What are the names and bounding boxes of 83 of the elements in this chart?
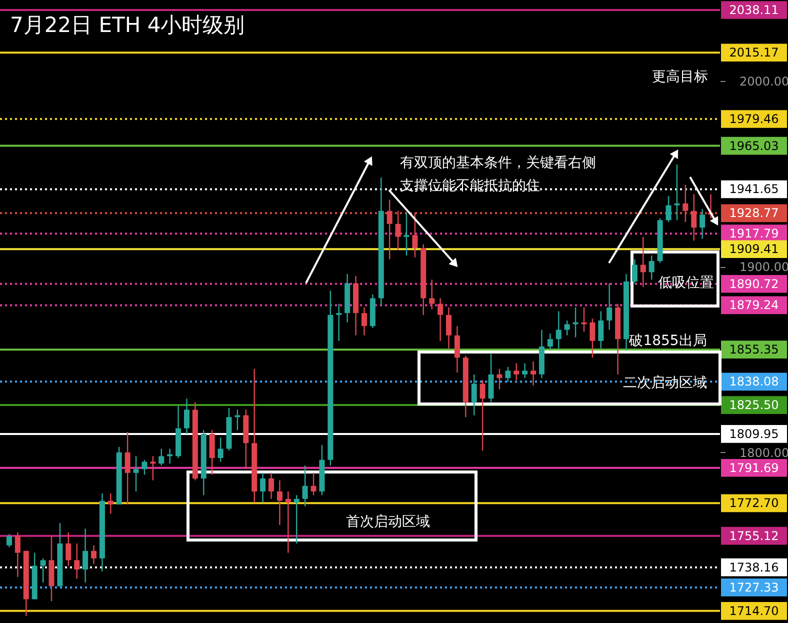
candlestick [91, 544, 96, 565]
candlestick [158, 448, 164, 466]
ref-line-label: 1979.46 [729, 112, 779, 126]
candlestick [142, 459, 148, 476]
candlestick [336, 303, 342, 342]
candlestick [285, 490, 291, 554]
candlestick [691, 194, 697, 242]
ref-line-label: 1809.95 [729, 426, 779, 441]
candlestick [547, 332, 553, 351]
candlestick [700, 208, 706, 240]
candlestick [361, 306, 367, 336]
ref-line-label: 1965.03 [729, 138, 779, 153]
candlestick [14, 532, 20, 578]
candlestick [429, 279, 435, 310]
y-tick-label: 1800.00 [740, 446, 788, 460]
candlestick [446, 306, 452, 349]
ref-line-label: 1772.70 [729, 496, 779, 510]
ref-line-label: 1714.70 [729, 604, 779, 618]
annotation: 更高目标 [652, 69, 708, 85]
candlestick [133, 456, 139, 492]
candlestick [6, 534, 12, 548]
text: 7月22日 ETH 4小时级别 [10, 13, 245, 37]
y-tick-label: 2000.00 [740, 74, 788, 88]
candlestick [514, 362, 520, 381]
candlestick [606, 282, 612, 330]
candlestick [124, 431, 130, 506]
candlestick [412, 212, 418, 258]
candlestick [404, 212, 410, 256]
candlestick [82, 528, 88, 584]
annotation: 破1855出局 [628, 333, 707, 349]
candlestick [184, 398, 190, 434]
ref-line-label: 1855.35 [729, 342, 779, 357]
candlestick [564, 320, 570, 336]
ref-line-label: 1727.33 [729, 580, 779, 594]
candlestick [682, 184, 688, 223]
candlestick [218, 436, 224, 462]
ref-line-label: 1791.69 [729, 460, 779, 475]
annotation: 低吸位置 [658, 275, 714, 291]
ref-line-label: 1941.65 [729, 182, 779, 196]
candlestick [302, 464, 308, 507]
candlestick [648, 254, 654, 280]
candlestick [632, 258, 638, 284]
candlestick [666, 195, 672, 223]
candlestick [522, 362, 528, 379]
candlestick [386, 199, 392, 260]
candlestick [74, 542, 80, 580]
candlestick [150, 456, 156, 481]
ref-line-label: 1738.16 [729, 560, 779, 574]
candlestick [496, 368, 502, 390]
ref-line-label: 1890.72 [729, 276, 779, 291]
candlestick [471, 374, 477, 416]
candlestick [260, 472, 266, 504]
candlestick [640, 236, 646, 288]
candlestick [598, 310, 604, 349]
candlestick [480, 379, 486, 452]
candlestick [268, 472, 274, 500]
candlestick [530, 360, 536, 386]
candlestick [294, 494, 300, 544]
candlestick [438, 298, 444, 342]
candlestick [40, 558, 46, 584]
annotation: 有双顶的基本条件，关键看右侧 [400, 155, 596, 171]
ref-line-label: 1838.08 [729, 374, 779, 389]
ref-line-label: 2038.11 [729, 3, 779, 18]
candlestick [108, 492, 114, 514]
ref-line-label: 1825.50 [729, 398, 779, 412]
ref-line-label: 1755.12 [729, 528, 779, 543]
y-tick-label: 1900.00 [740, 260, 788, 274]
ref-line-label: 1909.41 [729, 242, 779, 256]
candlestick [66, 532, 72, 566]
annotation: 首次启动区域 [346, 514, 430, 530]
candlestick [556, 310, 562, 349]
candlestick [454, 325, 460, 374]
candlestick [505, 366, 511, 382]
ref-line-label: 2015.17 [729, 46, 779, 60]
ref-line-label: 1928.77 [729, 206, 779, 220]
ref-line-label: 1879.24 [729, 298, 779, 312]
candlestick [674, 164, 680, 221]
candlestick [310, 472, 316, 496]
ref-line-label: 1917.79 [729, 226, 779, 241]
candlestick [590, 318, 596, 358]
candlestick [395, 210, 401, 251]
annotation: 二次启动区域 [623, 375, 707, 391]
candlestick [276, 480, 282, 526]
